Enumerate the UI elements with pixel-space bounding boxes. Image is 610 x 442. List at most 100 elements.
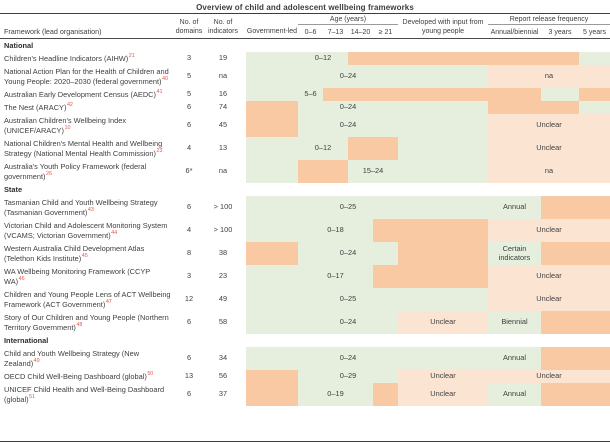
age-range-value: 0–29: [298, 370, 398, 383]
column-header-age-7-13: 7–13: [327, 29, 344, 36]
reference-link[interactable]: 26: [46, 171, 52, 178]
age-range-empty: [323, 88, 398, 101]
reference-link[interactable]: 10: [64, 125, 71, 132]
framework-name: Story of Our Children and Young People (…: [0, 311, 174, 334]
table-row: Children and Young People Lens of ACT We…: [0, 288, 610, 311]
column-header-domains: No. of domains: [175, 19, 203, 35]
column-header-5-years: 5 years: [583, 29, 606, 36]
reference-link[interactable]: 50: [147, 371, 154, 378]
report-frequency-cells: Annual: [488, 196, 610, 219]
reference-link[interactable]: 21: [128, 53, 135, 60]
domains-value: 6: [186, 353, 192, 363]
reference-link[interactable]: 51: [29, 394, 36, 401]
developed-with-input-cell: [398, 137, 488, 160]
column-header-age-14-20: 14–20: [350, 29, 371, 36]
age-range-value: 0–24: [298, 347, 398, 370]
developed-with-input-cell: [398, 160, 488, 183]
domains-value: 6: [186, 317, 192, 327]
age-range-cells: 0–29: [298, 370, 398, 383]
government-led-cell: [246, 88, 298, 101]
framework-name: Australia's Youth Policy Framework (fede…: [0, 160, 174, 183]
developed-with-input-cell: Unclear: [398, 311, 488, 334]
reference-link[interactable]: 44: [111, 230, 118, 237]
reference-link[interactable]: 46: [18, 276, 25, 283]
domains-value: 4: [186, 143, 192, 153]
report-frequency-cells: [488, 52, 610, 65]
age-range-empty: [348, 137, 398, 160]
report-frequency-value: Unclear: [488, 265, 610, 288]
report-frequency-cells: Unclear: [488, 265, 610, 288]
framework-name: Western Australia Child Development Atla…: [0, 242, 174, 265]
reference-link[interactable]: 49: [33, 358, 40, 365]
report-frequency-value: Annual: [488, 383, 541, 406]
report-frequency-cells: Unclear: [488, 114, 610, 137]
framework-name: Australian Early Development Census (AED…: [0, 88, 174, 101]
report-frequency-value: Annual: [488, 347, 541, 370]
indicators-value: 58: [218, 317, 228, 327]
reference-link[interactable]: 23: [156, 148, 163, 155]
domains-value: 3: [186, 271, 192, 281]
age-range-cells: 0–18: [298, 219, 398, 242]
age-range-value: 0–24: [298, 311, 398, 334]
column-header-developed-with-input: Developed with input from young people: [402, 19, 484, 35]
age-range-cells: 15–24: [298, 160, 398, 183]
framework-name: National Action Plan for the Health of C…: [0, 65, 174, 88]
column-header-framework: Framework (lead organisation): [4, 27, 102, 36]
table-row: National Children's Mental Health and We…: [0, 137, 610, 160]
indicators-value: 74: [218, 102, 228, 112]
age-range-cells: 0–17: [298, 265, 398, 288]
reference-link[interactable]: 42: [66, 102, 73, 109]
report-frequency-empty: [541, 242, 610, 265]
framework-name: The Nest (ARACY)42: [0, 101, 174, 114]
developed-with-input-cell: [398, 52, 488, 65]
government-led-cell: [246, 160, 298, 183]
indicators-value: na: [218, 166, 228, 176]
table-row: Australian Children's Wellbeing Index (U…: [0, 114, 610, 137]
column-header-age-21plus: ≥ 21: [378, 29, 393, 36]
framework-name: Children's Headline Indicators (AIHW)21: [0, 52, 174, 65]
government-led-cell: [246, 65, 298, 88]
framework-name-text: Victorian Child and Adolescent Monitorin…: [4, 220, 168, 240]
reference-link[interactable]: 48: [76, 322, 83, 329]
reference-link[interactable]: 41: [156, 89, 163, 96]
age-range-value: 0–17: [298, 265, 373, 288]
framework-name: Tasmanian Child and Youth Wellbeing Stra…: [0, 196, 174, 219]
reference-link[interactable]: 40: [162, 76, 169, 83]
indicators-value: 34: [218, 353, 228, 363]
indicators-value: 45: [218, 120, 228, 130]
framework-name-text: The Nest (ARACY): [4, 102, 67, 112]
reference-link[interactable]: 47: [105, 299, 112, 306]
age-range-value: 0–25: [298, 196, 398, 219]
reference-link[interactable]: 43: [87, 207, 94, 214]
developed-with-input-cell: [398, 265, 488, 288]
report-frequency-value: Unclear: [488, 114, 610, 137]
report-frequency-empty: [579, 52, 610, 65]
developed-with-input-cell: [398, 288, 488, 311]
indicators-value: 37: [218, 389, 228, 399]
age-range-cells: 0–24: [298, 242, 398, 265]
age-range-value: 0–24: [298, 242, 398, 265]
domains-value: 6: [186, 202, 192, 212]
indicators-value: 19: [218, 53, 228, 63]
reference-link[interactable]: 45: [81, 253, 88, 260]
developed-with-input-cell: [398, 242, 488, 265]
table-row: The Nest (ARACY)42 6 74 0–24: [0, 101, 610, 114]
column-header-annual-biennial: Annual/biennial: [490, 29, 539, 36]
age-range-cells: 0–24: [298, 114, 398, 137]
framework-name-text: UNICEF Child Health and Well-Being Dashb…: [4, 384, 165, 404]
report-frequency-value: Unclear: [488, 219, 610, 242]
age-range-value: 0–12: [298, 52, 348, 65]
column-group-report-frequency: Report release frequency Annual/biennial…: [488, 14, 610, 38]
framework-name: WA Wellbeing Monitoring Framework (CCYP …: [0, 265, 174, 288]
report-frequency-cells: [488, 88, 610, 101]
table-row: Australian Early Development Census (AED…: [0, 88, 610, 101]
report-frequency-value: Certain indicators: [488, 242, 541, 265]
framework-name: Children and Young People Lens of ACT We…: [0, 288, 174, 311]
domains-value: 6: [186, 120, 192, 130]
table-row: Tasmanian Child and Youth Wellbeing Stra…: [0, 196, 610, 219]
domains-value: 6: [186, 389, 192, 399]
column-header-3-years: 3 years: [548, 29, 572, 36]
report-frequency-empty: [488, 101, 579, 114]
government-led-cell: [246, 196, 298, 219]
report-frequency-cells: Unclear: [488, 137, 610, 160]
